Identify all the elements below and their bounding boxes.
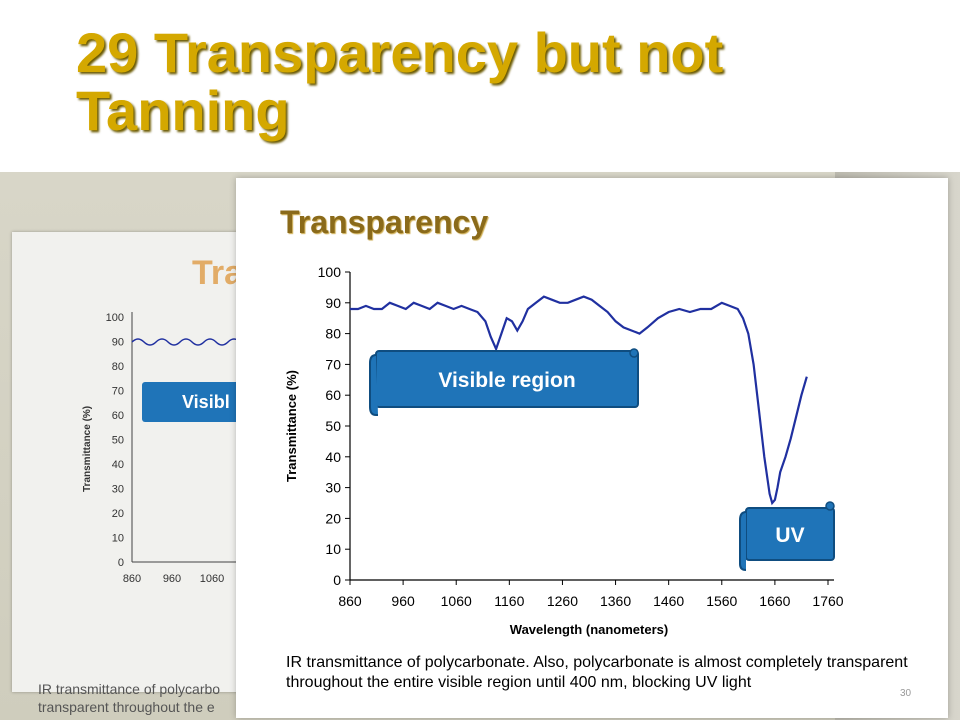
poster-y-tick-label: 10 [112, 533, 124, 545]
inner-slide-caption: IR transmittance of polycarbonate. Also,… [286, 654, 908, 691]
poster-ylabel: Transmittance (%) [82, 406, 93, 492]
y-tick-label: 30 [325, 480, 341, 496]
poster-y-tick-label: 60 [112, 410, 124, 422]
y-axis-label: Transmittance (%) [284, 370, 299, 482]
x-tick-label: 960 [391, 593, 415, 609]
poster-caption: IR transmittance of polycarbo transparen… [38, 681, 221, 715]
poster-y-tick-label: 20 [112, 508, 124, 520]
page-number: 30 [900, 688, 912, 699]
uv-label: UV [775, 524, 804, 547]
x-tick-label: 1660 [759, 593, 790, 609]
y-tick-label: 0 [333, 572, 341, 588]
inner-slide: Transparency 0 10 20 30 40 50 60 70 80 90 100 860 9… [236, 178, 948, 718]
y-tick-label: 80 [325, 326, 341, 342]
visible-region-banner: Visible region [369, 348, 639, 416]
slide-title: 29 Transparency but not Tanning [76, 21, 724, 142]
x-tick-label: 1560 [706, 593, 737, 609]
y-tick-label: 60 [325, 387, 341, 403]
x-tick-label: 1260 [547, 593, 578, 609]
x-tick-label: 1060 [441, 593, 472, 609]
y-tick-label: 50 [325, 418, 341, 434]
uv-banner: UV [739, 501, 835, 571]
inner-slide-title: Transparency [280, 204, 489, 240]
poster-y-tick-label: 80 [112, 361, 124, 373]
poster-y-tick-label: 100 [106, 312, 124, 324]
y-tick-label: 100 [318, 264, 342, 280]
poster-title-fragment: Tra [192, 254, 244, 292]
x-tick-label: 1760 [812, 593, 843, 609]
poster-x-tick-label: 1060 [200, 573, 224, 585]
y-tick-label: 90 [325, 295, 341, 311]
poster-y-tick-label: 70 [112, 386, 124, 398]
poster-y-tick-label: 0 [118, 557, 124, 569]
y-tick-label: 20 [325, 510, 341, 526]
poster-y-tick-label: 40 [112, 459, 124, 471]
y-tick-label: 10 [325, 541, 341, 557]
visible-region-label: Visible region [438, 369, 575, 392]
y-tick-label: 40 [325, 449, 341, 465]
poster-x-tick-label: 860 [123, 573, 141, 585]
x-axis-label: Wavelength (nanometers) [510, 622, 668, 637]
poster-x-tick-label: 960 [163, 573, 181, 585]
poster-y-tick-label: 50 [112, 435, 124, 447]
transmittance-series-line [350, 295, 808, 506]
y-tick-label: 70 [325, 356, 341, 372]
x-tick-label: 860 [338, 593, 362, 609]
transmittance-chart: 0 10 20 30 40 50 60 70 80 90 100 860 960 1060 1160 126… [284, 264, 844, 637]
x-tick-label: 1360 [600, 593, 631, 609]
x-tick-label: 1460 [653, 593, 684, 609]
poster-y-tick-label: 90 [112, 337, 124, 349]
x-tick-label: 1160 [494, 593, 524, 609]
poster-y-tick-label: 30 [112, 484, 124, 496]
poster-chart: 0 10 20 30 40 50 60 70 80 90 100 860 960 1060 Transm… [82, 312, 252, 585]
